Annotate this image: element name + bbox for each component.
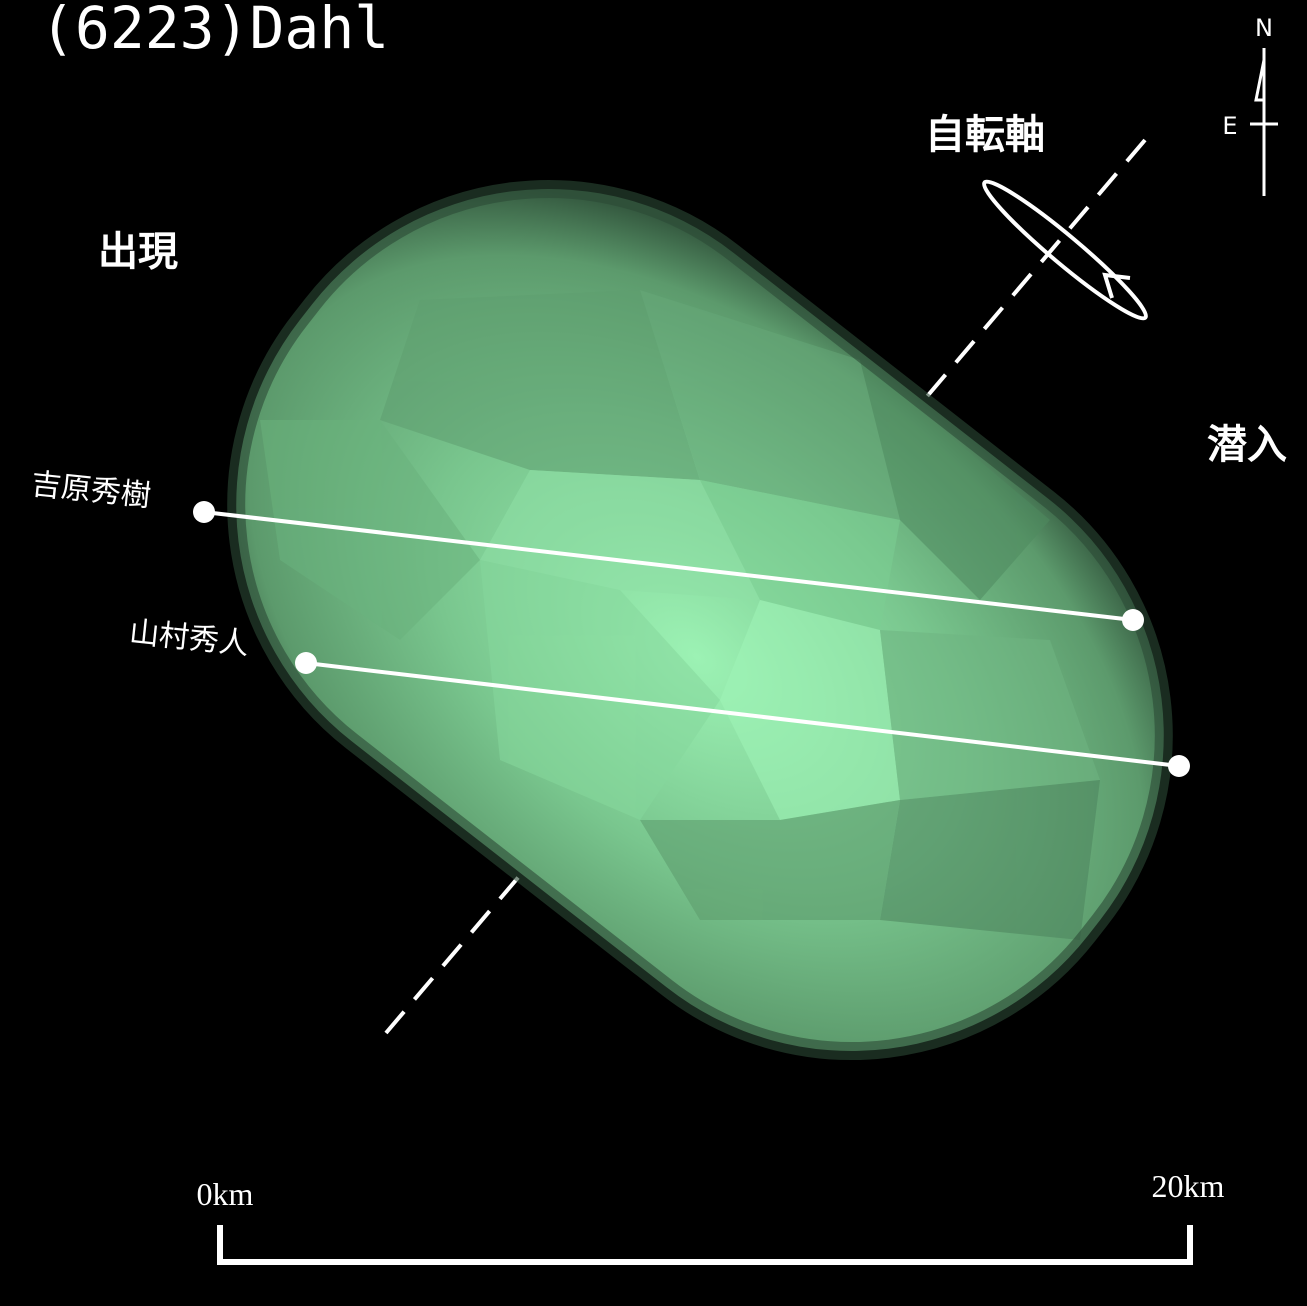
scale-start: 0km [197, 1176, 254, 1212]
axis-label: 自転軸 [925, 112, 1045, 158]
scale-bar [217, 1225, 1193, 1265]
rotation-indicator [982, 179, 1148, 321]
title: (6223)Dahl [40, 0, 389, 62]
appearance-label: 出現 [98, 229, 178, 275]
scale-end: 20km [1152, 1168, 1225, 1204]
asteroid [227, 179, 1173, 1061]
compass-east: E [1222, 112, 1237, 140]
disappearance-label: 潜入 [1207, 422, 1287, 468]
chord [295, 652, 1190, 777]
compass [1250, 48, 1278, 196]
chord [193, 501, 1144, 631]
compass-north: N [1255, 14, 1273, 42]
